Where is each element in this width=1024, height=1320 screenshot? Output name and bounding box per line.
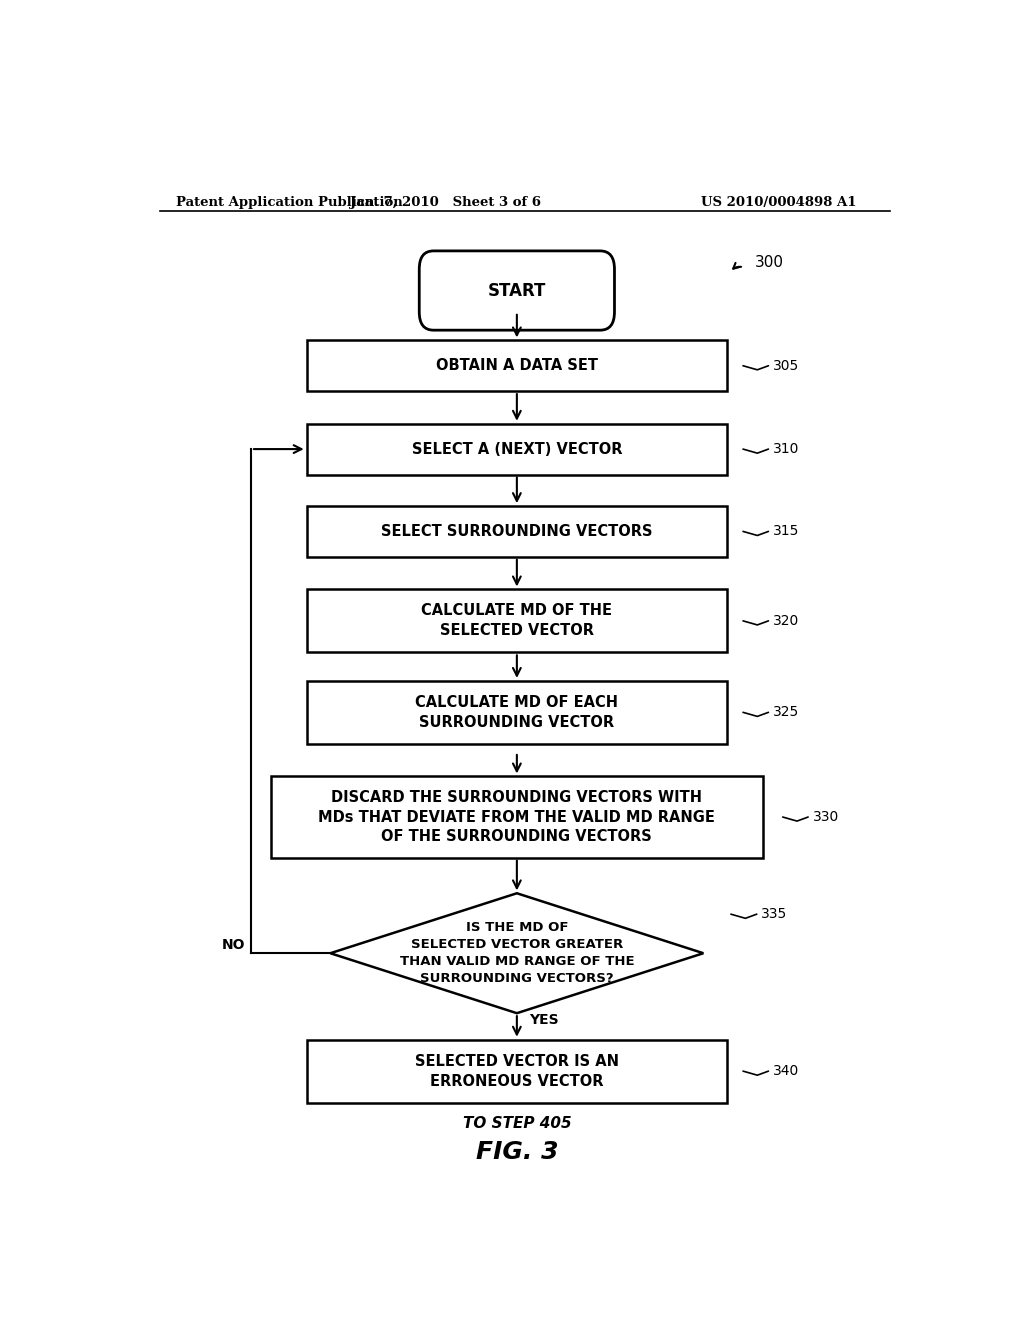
Bar [306, 506, 727, 557]
Text: START: START [487, 281, 546, 300]
Text: IS THE MD OF
SELECTED VECTOR GREATER
THAN VALID MD RANGE OF THE
SURROUNDING VECT: IS THE MD OF SELECTED VECTOR GREATER THA… [399, 921, 634, 985]
Text: 335: 335 [761, 907, 787, 921]
Text: 340: 340 [773, 1064, 800, 1078]
Text: NO: NO [222, 939, 246, 952]
Text: Patent Application Publication: Patent Application Publication [176, 195, 402, 209]
Text: 330: 330 [813, 810, 839, 824]
Bar [306, 341, 727, 391]
Text: TO STEP 405: TO STEP 405 [463, 1117, 571, 1131]
Text: OBTAIN A DATA SET: OBTAIN A DATA SET [436, 358, 598, 374]
Text: 310: 310 [773, 442, 800, 457]
Bar [306, 589, 727, 652]
Text: DISCARD THE SURROUNDING VECTORS WITH
MDs THAT DEVIATE FROM THE VALID MD RANGE
OF: DISCARD THE SURROUNDING VECTORS WITH MDs… [318, 789, 716, 845]
FancyBboxPatch shape [419, 251, 614, 330]
Bar [306, 681, 727, 744]
Text: SELECT A (NEXT) VECTOR: SELECT A (NEXT) VECTOR [412, 442, 623, 457]
Text: 320: 320 [773, 614, 800, 628]
Text: 305: 305 [773, 359, 800, 372]
Text: CALCULATE MD OF EACH
SURROUNDING VECTOR: CALCULATE MD OF EACH SURROUNDING VECTOR [416, 694, 618, 730]
Text: 325: 325 [773, 705, 800, 719]
Text: 315: 315 [773, 524, 800, 539]
Bar [270, 776, 763, 858]
Text: US 2010/0004898 A1: US 2010/0004898 A1 [701, 195, 856, 209]
Bar [306, 1040, 727, 1102]
Text: Jan. 7, 2010   Sheet 3 of 6: Jan. 7, 2010 Sheet 3 of 6 [350, 195, 541, 209]
Text: CALCULATE MD OF THE
SELECTED VECTOR: CALCULATE MD OF THE SELECTED VECTOR [421, 603, 612, 639]
Text: SELECT SURROUNDING VECTORS: SELECT SURROUNDING VECTORS [381, 524, 652, 539]
Bar [306, 424, 727, 474]
Text: YES: YES [528, 1014, 558, 1027]
Text: SELECTED VECTOR IS AN
ERRONEOUS VECTOR: SELECTED VECTOR IS AN ERRONEOUS VECTOR [415, 1053, 618, 1089]
Polygon shape [331, 894, 703, 1014]
Text: FIG. 3: FIG. 3 [475, 1140, 558, 1164]
Text: 300: 300 [755, 255, 784, 269]
